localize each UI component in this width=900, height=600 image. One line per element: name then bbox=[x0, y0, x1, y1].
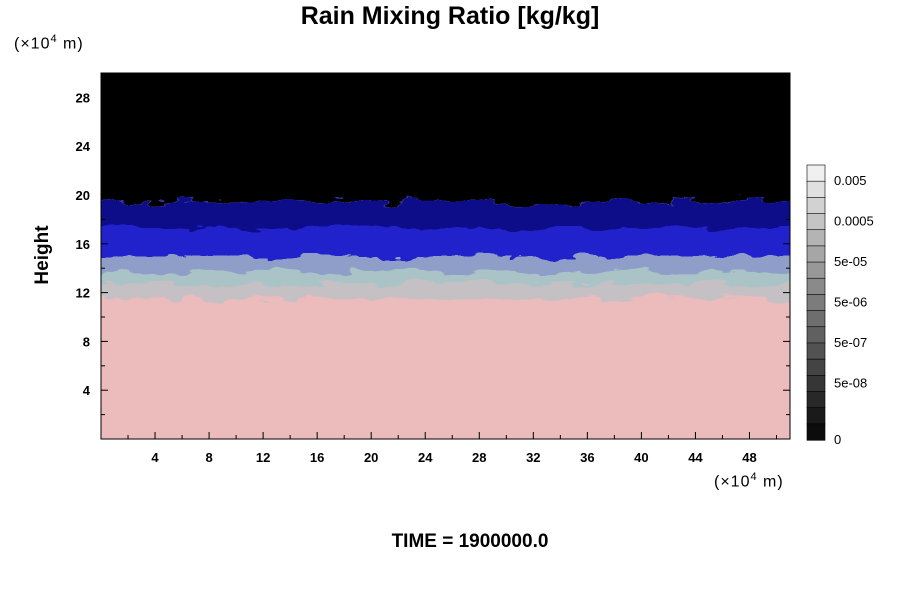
x-unit-prefix: (×10 bbox=[714, 473, 751, 491]
colorbar-label: 5e-05 bbox=[834, 254, 867, 269]
colorbar-segment bbox=[806, 261, 826, 279]
y-tick-label: 28 bbox=[76, 90, 90, 105]
colorbar-label: 0 bbox=[834, 432, 841, 447]
colorbar-segment bbox=[806, 326, 826, 344]
colorbar-segment bbox=[806, 229, 826, 247]
colorbar-segment bbox=[806, 294, 826, 312]
x-tick-label: 8 bbox=[205, 450, 212, 465]
y-tick-label: 8 bbox=[83, 334, 90, 349]
y-tick-label: 4 bbox=[83, 383, 91, 398]
y-tick-label: 16 bbox=[76, 237, 90, 252]
time-label: TIME = 1900000.0 bbox=[391, 531, 549, 552]
y-tick-label: 24 bbox=[76, 139, 91, 154]
x-tick-label: 40 bbox=[634, 450, 648, 465]
y-unit-suffix: m) bbox=[63, 35, 84, 53]
colorbar-label: 5e-08 bbox=[834, 375, 867, 390]
x-unit-suffix: m) bbox=[763, 473, 784, 491]
colorbar-segment bbox=[806, 342, 826, 360]
colorbar-label: 5e-06 bbox=[834, 295, 867, 310]
chart-title: Rain Mixing Ratio [kg/kg] bbox=[300, 2, 600, 30]
colorbar-label: 5e-07 bbox=[834, 335, 867, 350]
y-axis-unit: (×104 m) bbox=[14, 33, 84, 53]
colorbar-label: 0.0005 bbox=[834, 214, 874, 229]
colorbar-segment bbox=[806, 197, 826, 215]
y-unit-prefix: (×10 bbox=[14, 35, 51, 53]
plot-frame bbox=[100, 72, 791, 440]
x-axis-unit: (×104 m) bbox=[714, 471, 784, 491]
x-tick-label: 12 bbox=[256, 450, 270, 465]
y-unit-exponent: 4 bbox=[50, 33, 58, 45]
x-tick-label: 4 bbox=[151, 450, 159, 465]
colorbar: 0.005 0.0005 5e-05 5e-06 5e-07 5e-08 0 bbox=[806, 164, 874, 447]
x-unit-exponent: 4 bbox=[750, 471, 758, 483]
x-tick-label: 44 bbox=[688, 450, 703, 465]
colorbar-segment bbox=[806, 277, 826, 296]
y-tick-label: 12 bbox=[76, 286, 90, 301]
heatmap-layer bbox=[101, 73, 790, 202]
colorbar-segment bbox=[806, 407, 826, 425]
heatmap-field bbox=[101, 73, 790, 439]
colorbar-segment bbox=[806, 180, 826, 198]
colorbar-segment bbox=[806, 374, 826, 393]
x-tick-label: 36 bbox=[580, 450, 594, 465]
x-tick-label: 20 bbox=[364, 450, 378, 465]
x-tick-label: 28 bbox=[472, 450, 486, 465]
colorbar-label: 0.005 bbox=[834, 173, 867, 188]
colorbar-segment bbox=[806, 310, 826, 328]
heatmap-layer bbox=[101, 298, 790, 439]
x-tick-label: 48 bbox=[742, 450, 756, 465]
colorbar-segment bbox=[806, 213, 826, 231]
x-tick-label: 32 bbox=[526, 450, 540, 465]
x-tick-label: 24 bbox=[418, 450, 433, 465]
colorbar-segment bbox=[806, 391, 826, 409]
y-tick-label: 20 bbox=[76, 188, 90, 203]
x-tick-label: 16 bbox=[310, 450, 324, 465]
y-axis: 4 8 12 16 20 24 28 bbox=[76, 90, 790, 416]
x-axis: 4 8 12 16 20 24 28 32 36 40 44 48 bbox=[127, 73, 777, 465]
colorbar-segment bbox=[806, 164, 826, 182]
colorbar-segment bbox=[806, 423, 826, 441]
colorbar-segment bbox=[806, 245, 826, 263]
colorbar-segment bbox=[806, 358, 826, 376]
